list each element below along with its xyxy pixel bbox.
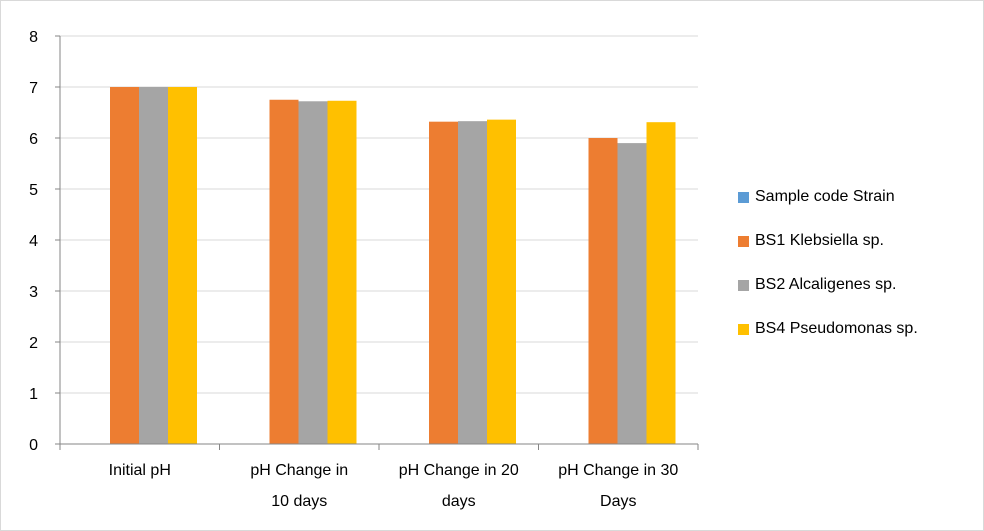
- legend-swatch: [738, 191, 749, 203]
- legend-item: BS2 Alcaligenes sp.: [738, 276, 918, 294]
- bar-4: [646, 122, 676, 444]
- bar-2: [269, 99, 299, 444]
- y-tick-labels: 0 1 2 3 4 5 6 7 8: [29, 29, 38, 454]
- x-tick-label: Initial pH: [109, 462, 171, 479]
- legend: Sample code Strain BS1 Klebsiella sp. BS2 …: [738, 188, 918, 364]
- y-tick-label: 3: [29, 284, 38, 301]
- y-tick-label: 1: [29, 386, 38, 403]
- x-tick-label: pH Change in 30: [558, 462, 678, 479]
- bar-2: [588, 138, 618, 444]
- legend-item: BS1 Klebsiella sp.: [738, 232, 918, 250]
- y-tick-label: 2: [29, 335, 38, 352]
- y-tick-label: 6: [29, 131, 38, 148]
- bar-3: [298, 101, 328, 444]
- legend-label: BS4 Pseudomonas sp.: [755, 320, 918, 337]
- bar-2: [429, 121, 458, 445]
- legend-label: Sample code Strain: [755, 188, 895, 205]
- x-tick-label: pH Change in: [250, 462, 348, 479]
- legend-swatch: [738, 323, 749, 335]
- y-tick-label: 7: [29, 80, 38, 97]
- bar-2: [110, 87, 139, 444]
- y-tick-label: 0: [29, 437, 38, 454]
- legend-label: BS1 Klebsiella sp.: [755, 232, 884, 249]
- x-tick-label: Days: [600, 493, 636, 510]
- bar-3: [617, 143, 647, 444]
- legend-item: Sample code Strain: [738, 188, 918, 206]
- legend-item: BS4 Pseudomonas sp.: [738, 320, 918, 338]
- bar-4: [168, 87, 197, 444]
- bar-4: [487, 119, 516, 444]
- y-tick-label: 8: [29, 29, 38, 46]
- legend-swatch: [738, 279, 749, 291]
- x-tick-label: pH Change in 20: [399, 462, 519, 479]
- y-tick-label: 5: [29, 182, 38, 199]
- x-tick-labels: Initial pH pH Change in 10 days pH Change i…: [109, 462, 679, 510]
- y-tick-label: 4: [29, 233, 38, 250]
- bar-3: [139, 87, 168, 444]
- bar-4: [327, 100, 357, 445]
- legend-label: BS2 Alcaligenes sp.: [755, 276, 897, 293]
- axes: [55, 35, 699, 450]
- x-tick-label: days: [442, 493, 476, 510]
- bars: [110, 87, 676, 445]
- x-tick-label: 10 days: [271, 493, 327, 510]
- legend-swatch: [738, 235, 749, 247]
- bar-3: [458, 121, 487, 445]
